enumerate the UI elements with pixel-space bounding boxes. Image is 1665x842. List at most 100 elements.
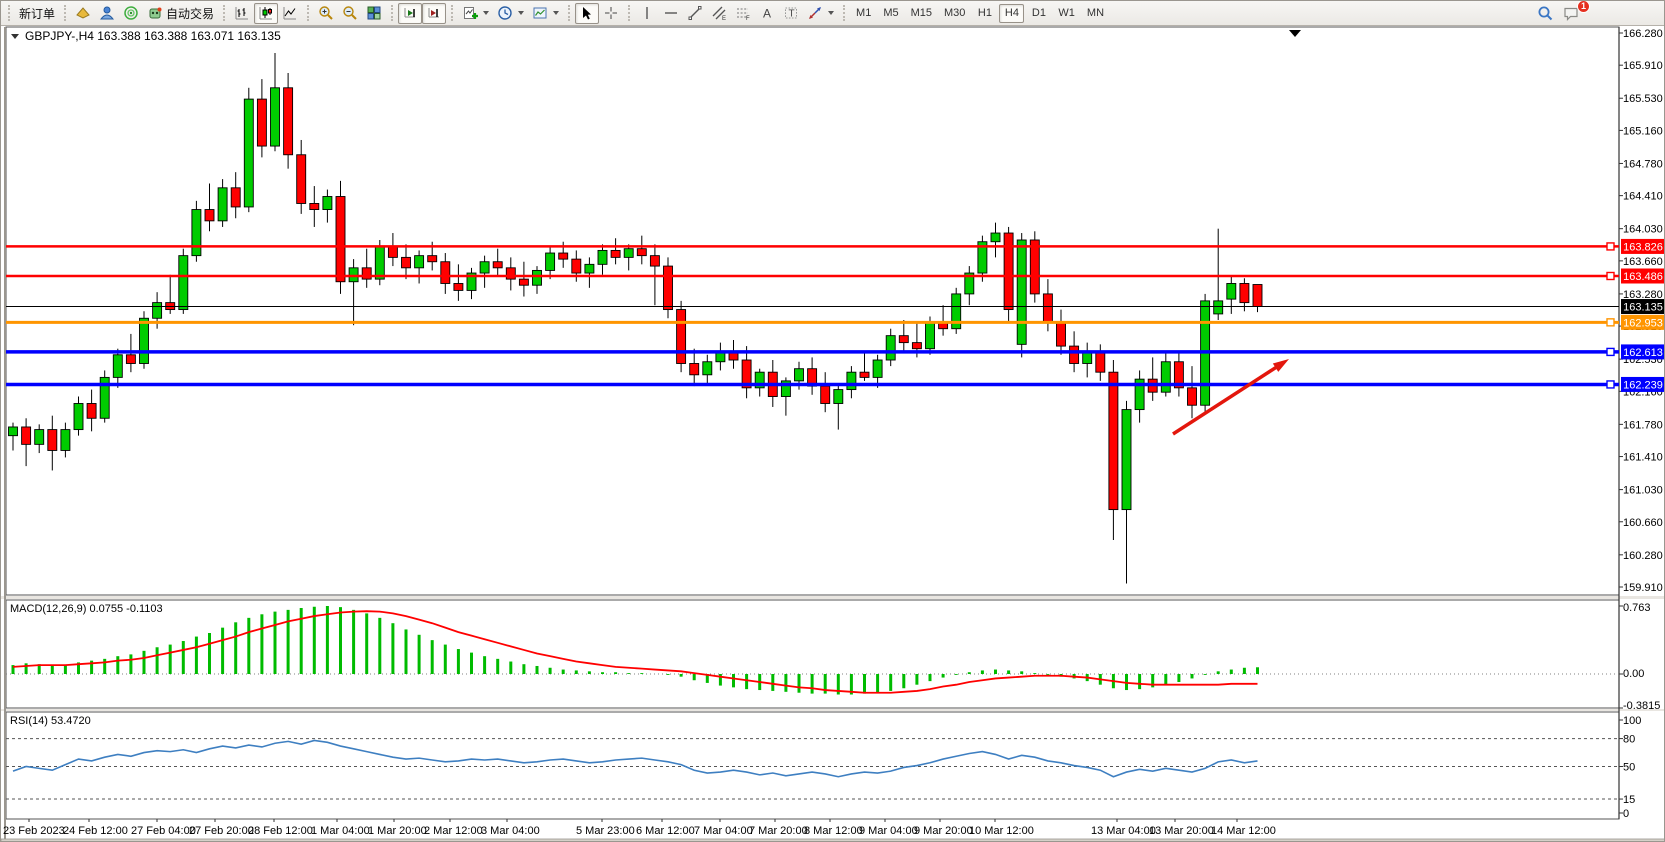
trendline-button[interactable] (683, 3, 707, 24)
svg-text:23 Feb 2023: 23 Feb 2023 (3, 825, 65, 837)
candlestick-chart-button[interactable] (254, 2, 279, 24)
macd-signal-line (12, 610, 1258, 694)
macd-label: MACD(12,26,9) 0.0755 -0.1103 (10, 603, 163, 615)
svg-text:E: E (722, 16, 726, 21)
chevron-down-icon (483, 11, 490, 15)
svg-text:100: 100 (1623, 715, 1641, 727)
svg-text:27 Feb 20:00: 27 Feb 20:00 (189, 825, 254, 837)
rsi-line (12, 739, 1258, 778)
toolbar-grip (451, 5, 454, 21)
horizontal-line-163.826[interactable]: 163.826 (6, 238, 1665, 254)
svg-text:7 Mar 04:00: 7 Mar 04:00 (694, 825, 753, 837)
new-chart-button[interactable] (458, 3, 493, 24)
chart-title: GBPJPY-,H4 163.388 163.388 163.071 163.1… (11, 29, 281, 43)
timeframe-button-M1[interactable]: M1 (856, 7, 872, 19)
svg-text:28 Feb 12:00: 28 Feb 12:00 (248, 825, 313, 837)
svg-text:160.660: 160.660 (1623, 517, 1663, 529)
timeframe-button-M5[interactable]: M5 (883, 7, 899, 19)
svg-text:8 Mar 12:00: 8 Mar 12:00 (804, 825, 863, 837)
crosshair-button[interactable] (599, 3, 623, 24)
svg-text:9 Mar 20:00: 9 Mar 20:00 (914, 825, 973, 837)
chevron-down-icon (828, 11, 835, 15)
notifications-button[interactable]: 1 (1558, 1, 1590, 24)
svg-text:10 Mar 12:00: 10 Mar 12:00 (969, 825, 1034, 837)
arrows-button[interactable] (803, 3, 838, 24)
text-label-button[interactable]: T (779, 3, 803, 24)
svg-text:-0.3815: -0.3815 (1623, 700, 1660, 712)
horizontal-line-162.953[interactable]: 162.953 (6, 314, 1665, 330)
chart-shift-button[interactable] (422, 2, 447, 24)
horizontal-line-button[interactable] (659, 3, 683, 24)
toolbar-right-group: 1 (1533, 1, 1590, 24)
trend-arrow-annotation[interactable] (1172, 359, 1289, 436)
timeframe-button-D1[interactable]: D1 (1031, 7, 1046, 19)
line-chart-icon (283, 7, 297, 20)
timeframe-button-MN[interactable]: MN (1086, 7, 1105, 19)
timeframe-button-M30[interactable]: M30 (944, 7, 966, 19)
svg-text:3 Mar 04:00: 3 Mar 04:00 (481, 825, 540, 837)
pane-divider[interactable] (1, 596, 1665, 599)
horizontal-line-162.239[interactable]: 162.239 (6, 376, 1665, 392)
timeframe-button-W1[interactable]: W1 (1058, 7, 1075, 19)
zoom-in-icon (319, 6, 333, 20)
quotes-button[interactable] (71, 3, 95, 24)
bar-chart-icon (235, 7, 249, 20)
svg-text:6 Mar 12:00: 6 Mar 12:00 (636, 825, 695, 837)
chart-canvas[interactable]: 166.280 165.910 165.530 165.160 164.780 164.4… (1, 26, 1665, 842)
quotes-icon (76, 7, 90, 19)
new-order-button[interactable]: 新订单 (15, 3, 59, 24)
vertical-line-button[interactable] (635, 3, 659, 24)
horizontal-line-162.613[interactable]: 162.613 (6, 344, 1665, 360)
search-button[interactable] (1533, 3, 1558, 24)
toolbar-grip (391, 5, 394, 21)
auto-scroll-button[interactable] (398, 2, 423, 24)
timeframe-button-H4[interactable]: H4 (999, 3, 1025, 23)
current-price-line: 163.135 (6, 299, 1664, 315)
robot-icon (149, 7, 162, 19)
svg-text:2 Mar 12:00: 2 Mar 12:00 (424, 825, 483, 837)
svg-text:5 Mar 23:00: 5 Mar 23:00 (576, 825, 635, 837)
toolbar-grip (843, 5, 846, 21)
tile-windows-button[interactable] (362, 3, 386, 24)
svg-text:165.910: 165.910 (1623, 60, 1663, 72)
new-order-label: 新订单 (19, 6, 56, 21)
template-button[interactable] (528, 3, 563, 24)
line-chart-button[interactable] (278, 3, 302, 24)
community-button[interactable] (95, 3, 119, 24)
rsi-label: RSI(14) 53.4720 (10, 715, 91, 727)
chart-area: 166.280 165.910 165.530 165.160 164.780 164.4… (1, 26, 1665, 842)
chart-shift-icon (428, 8, 440, 18)
zoom-in-button[interactable] (314, 3, 338, 24)
svg-text:165.530: 165.530 (1623, 93, 1663, 105)
pane-divider[interactable] (1, 709, 1665, 711)
signals-button[interactable] (119, 3, 143, 24)
collapse-triangle-icon[interactable] (11, 34, 19, 39)
svg-text:13 Mar 04:00: 13 Mar 04:00 (1091, 825, 1156, 837)
autotrading-button[interactable]: 自动交易 (143, 3, 218, 24)
chart-shift-marker[interactable] (1289, 30, 1301, 37)
svg-text:7 Mar 20:00: 7 Mar 20:00 (749, 825, 808, 837)
bar-chart-button[interactable] (230, 3, 254, 24)
cursor-button[interactable] (575, 2, 600, 24)
text-a-icon: A (763, 7, 771, 21)
text-button[interactable]: A (755, 3, 779, 24)
svg-text:161.410: 161.410 (1623, 452, 1663, 464)
channel-button[interactable]: E (707, 3, 731, 24)
new-chart-icon (464, 7, 479, 19)
fibonacci-button[interactable]: F (731, 3, 755, 24)
horizontal-line-163.486[interactable]: 163.486 (6, 268, 1665, 284)
toolbar: 新订单 自动交易 (1, 1, 1664, 26)
chevron-down-icon (553, 11, 560, 15)
rsi-pane: RSI(14) 53.4720 100 80 50 15 0 (6, 715, 1641, 820)
equidistant-channel-icon: E (712, 6, 726, 21)
svg-text:50: 50 (1623, 762, 1635, 774)
svg-text:162.613: 162.613 (1623, 347, 1663, 359)
fibonacci-icon: F (737, 8, 750, 21)
timeframe-button-M15[interactable]: M15 (910, 7, 932, 19)
tile-windows-icon (367, 6, 381, 20)
period-button[interactable] (493, 3, 528, 24)
zoom-out-button[interactable] (338, 3, 362, 24)
timeframe-button-H1[interactable]: H1 (977, 7, 992, 19)
candlestick-icon (259, 7, 273, 20)
